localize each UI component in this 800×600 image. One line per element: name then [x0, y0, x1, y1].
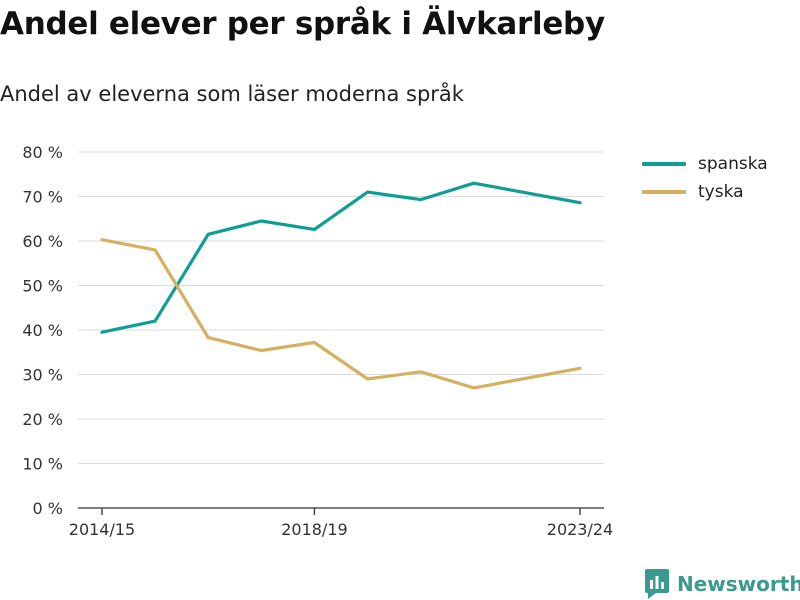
newsworthy-logo-icon	[645, 569, 669, 599]
y-tick-label: 40 %	[22, 321, 63, 340]
chart-title: Andel elever per språk i Älvkarleby	[0, 6, 605, 42]
series-line-spanska	[100, 181, 582, 334]
x-tick-label: 2014/15	[69, 520, 135, 539]
brand-name: Newsworthy	[677, 572, 800, 596]
y-tick-label: 0 %	[33, 499, 63, 518]
chart-subtitle: Andel av eleverna som läser moderna språ…	[0, 82, 464, 106]
legend-item-spanska: spanska	[642, 150, 768, 178]
y-tick-label: 30 %	[22, 366, 63, 385]
y-tick-label: 80 %	[22, 143, 63, 162]
y-tick-label: 60 %	[22, 232, 63, 251]
y-tick-label: 70 %	[22, 188, 63, 207]
y-tick-label: 20 %	[22, 410, 63, 429]
legend-swatch-tyska	[642, 190, 686, 194]
legend-label-spanska: spanska	[698, 154, 768, 174]
legend-swatch-spanska	[642, 162, 686, 166]
series-line-tyska	[100, 238, 582, 390]
x-tick-label: 2018/19	[281, 520, 347, 539]
legend-item-tyska: tyska	[642, 178, 768, 206]
legend-label-tyska: tyska	[698, 182, 744, 202]
x-tick-label: 2023/24	[547, 520, 613, 539]
chart-legend: spanska tyska	[642, 150, 768, 206]
y-tick-label: 50 %	[22, 277, 63, 296]
newsworthy-brand[interactable]: Newsworthy	[645, 569, 800, 599]
y-tick-label: 10 %	[22, 455, 63, 474]
